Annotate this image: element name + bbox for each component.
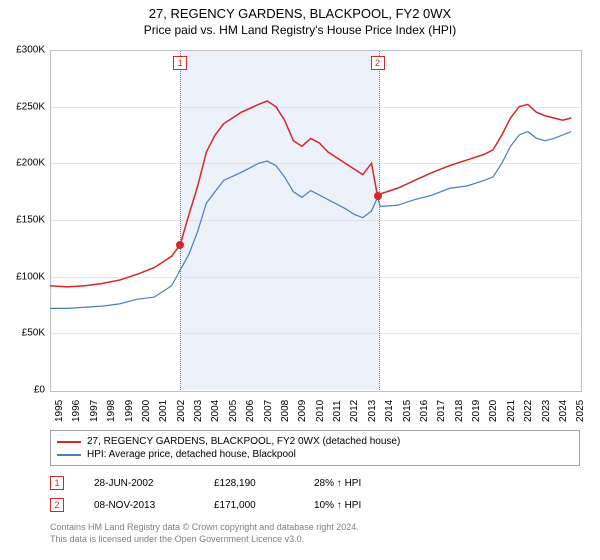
x-tick-label: 2021 <box>506 400 517 422</box>
chart-marker-label: 2 <box>371 56 385 70</box>
y-tick-label: £100K <box>16 271 45 282</box>
x-tick-label: 2022 <box>523 400 534 422</box>
x-tick-label: 2011 <box>332 400 343 422</box>
sale-row: 1 28-JUN-2002 £128,190 28% ↑ HPI <box>50 476 580 490</box>
x-tick-label: 2004 <box>210 400 221 422</box>
chart-lines <box>50 50 580 390</box>
x-tick-label: 1998 <box>106 400 117 422</box>
series-price_paid <box>50 101 571 287</box>
sale-marker-dot <box>176 241 184 249</box>
legend-label: 27, REGENCY GARDENS, BLACKPOOL, FY2 0WX … <box>87 436 400 447</box>
x-tick-label: 2010 <box>315 400 326 422</box>
x-tick-label: 2019 <box>471 400 482 422</box>
x-tick-label: 2006 <box>245 400 256 422</box>
x-tick-label: 1999 <box>124 400 135 422</box>
x-tick-label: 2023 <box>541 400 552 422</box>
sale-price: £128,190 <box>214 478 284 489</box>
footer-line: This data is licensed under the Open Gov… <box>50 534 580 546</box>
legend: 27, REGENCY GARDENS, BLACKPOOL, FY2 0WX … <box>50 430 580 466</box>
sale-date: 28-JUN-2002 <box>94 478 184 489</box>
x-tick-label: 2024 <box>558 400 569 422</box>
y-tick-label: £150K <box>16 215 45 226</box>
legend-swatch <box>57 441 81 443</box>
legend-item: 27, REGENCY GARDENS, BLACKPOOL, FY2 0WX … <box>57 435 573 448</box>
x-tick-label: 2013 <box>367 400 378 422</box>
x-tick-label: 2012 <box>349 400 360 422</box>
y-tick-label: £250K <box>16 101 45 112</box>
x-tick-label: 2025 <box>575 400 586 422</box>
x-tick-label: 2014 <box>384 400 395 422</box>
series-hpi <box>50 132 571 309</box>
y-tick-label: £300K <box>16 45 45 56</box>
y-tick-label: £50K <box>22 328 45 339</box>
y-tick-label: £200K <box>16 158 45 169</box>
x-tick-label: 2016 <box>419 400 430 422</box>
chart-subtitle: Price paid vs. HM Land Registry's House … <box>0 21 600 37</box>
x-tick-label: 2009 <box>297 400 308 422</box>
x-tick-label: 2015 <box>402 400 413 422</box>
x-tick-label: 2001 <box>158 400 169 422</box>
sale-delta: 10% ↑ HPI <box>314 500 361 511</box>
x-tick-label: 1997 <box>89 400 100 422</box>
x-tick-label: 2003 <box>193 400 204 422</box>
chart-title: 27, REGENCY GARDENS, BLACKPOOL, FY2 0WX <box>0 0 600 21</box>
sale-date: 08-NOV-2013 <box>94 500 184 511</box>
x-tick-label: 1995 <box>54 400 65 422</box>
footer-line: Contains HM Land Registry data © Crown c… <box>50 522 580 534</box>
x-tick-label: 2008 <box>280 400 291 422</box>
x-tick-label: 2017 <box>436 400 447 422</box>
legend-swatch <box>57 454 81 456</box>
footer-note: Contains HM Land Registry data © Crown c… <box>50 522 580 545</box>
sale-marker-box: 1 <box>50 476 64 490</box>
x-tick-label: 2007 <box>263 400 274 422</box>
chart-container: 27, REGENCY GARDENS, BLACKPOOL, FY2 0WX … <box>0 0 600 560</box>
x-tick-label: 2020 <box>488 400 499 422</box>
x-tick-label: 2005 <box>228 400 239 422</box>
sale-marker-box: 2 <box>50 498 64 512</box>
sale-price: £171,000 <box>214 500 284 511</box>
x-tick-label: 1996 <box>71 400 82 422</box>
x-tick-label: 2018 <box>454 400 465 422</box>
x-tick-label: 2002 <box>176 400 187 422</box>
legend-item: HPI: Average price, detached house, Blac… <box>57 448 573 461</box>
sale-delta: 28% ↑ HPI <box>314 478 361 489</box>
sale-row: 2 08-NOV-2013 £171,000 10% ↑ HPI <box>50 498 580 512</box>
sale-marker-dot <box>374 192 382 200</box>
chart-marker-label: 1 <box>173 56 187 70</box>
legend-label: HPI: Average price, detached house, Blac… <box>87 449 296 460</box>
x-tick-label: 2000 <box>141 400 152 422</box>
y-tick-label: £0 <box>34 385 45 396</box>
